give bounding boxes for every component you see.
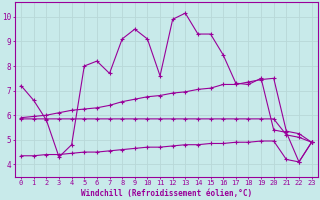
X-axis label: Windchill (Refroidissement éolien,°C): Windchill (Refroidissement éolien,°C) bbox=[81, 189, 252, 198]
